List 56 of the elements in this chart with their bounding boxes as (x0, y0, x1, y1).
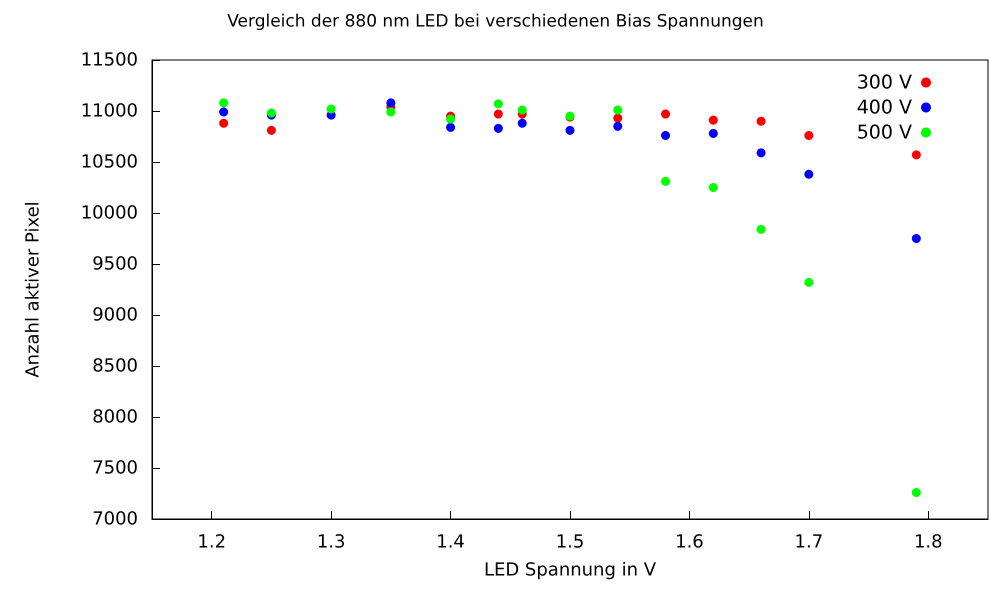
point (912, 150, 921, 160)
point (518, 105, 527, 114)
legend-label: 400 V (856, 96, 912, 118)
point (219, 98, 228, 108)
x-tick-label: 1.5 (556, 532, 584, 552)
point (518, 118, 527, 128)
point (661, 110, 670, 119)
point (494, 110, 503, 119)
chart-title: Vergleich der 880 nm LED bei verschiedenen Bias Spannungen (227, 12, 764, 32)
point (446, 114, 456, 124)
point (266, 126, 276, 135)
point (386, 98, 396, 108)
point (708, 183, 718, 192)
point (613, 122, 622, 131)
point (219, 108, 228, 117)
point (756, 148, 766, 158)
point (613, 114, 622, 123)
y-tick-label: 9500 (92, 254, 138, 274)
point (613, 105, 622, 114)
point (661, 130, 670, 140)
y-tick-label: 8500 (92, 356, 138, 376)
point (386, 108, 396, 117)
y-tick-label: 11000 (80, 100, 138, 122)
point (708, 128, 718, 138)
y-tick-label: 9000 (92, 304, 138, 326)
point (494, 99, 503, 108)
point (756, 116, 766, 126)
x-tick-label: 1.8 (914, 532, 943, 552)
y-axis-title: Anzahl aktiver Pixel (22, 201, 44, 378)
y-tick-label: 10000 (80, 202, 138, 224)
y-tick-label: 10500 (80, 152, 138, 172)
legend-label: 300 V (856, 72, 912, 94)
y-tick-label: 8000 (92, 406, 138, 428)
point (804, 278, 814, 287)
x-tick-label: 1.4 (436, 532, 465, 552)
point (804, 130, 814, 140)
point (494, 124, 503, 133)
legend-label: 500 V (856, 122, 912, 144)
point (219, 118, 228, 128)
point (661, 176, 670, 186)
point (708, 116, 718, 125)
point (804, 170, 814, 179)
x-tick-label: 1.7 (794, 532, 824, 552)
y-tick-label: 7500 (92, 458, 138, 478)
x-tick-label: 1.3 (316, 532, 346, 552)
point (566, 126, 574, 135)
point (912, 488, 921, 497)
point (326, 104, 336, 114)
x-tick-label: 1.6 (675, 532, 704, 552)
point (446, 122, 456, 132)
y-tick-label: 11500 (80, 50, 138, 70)
point (756, 224, 766, 234)
point (912, 234, 921, 243)
y-tick-label: 7000 (92, 508, 138, 530)
x-tick-label: 1.2 (197, 532, 226, 552)
x-axis-title: LED Spannung in V (484, 560, 657, 580)
